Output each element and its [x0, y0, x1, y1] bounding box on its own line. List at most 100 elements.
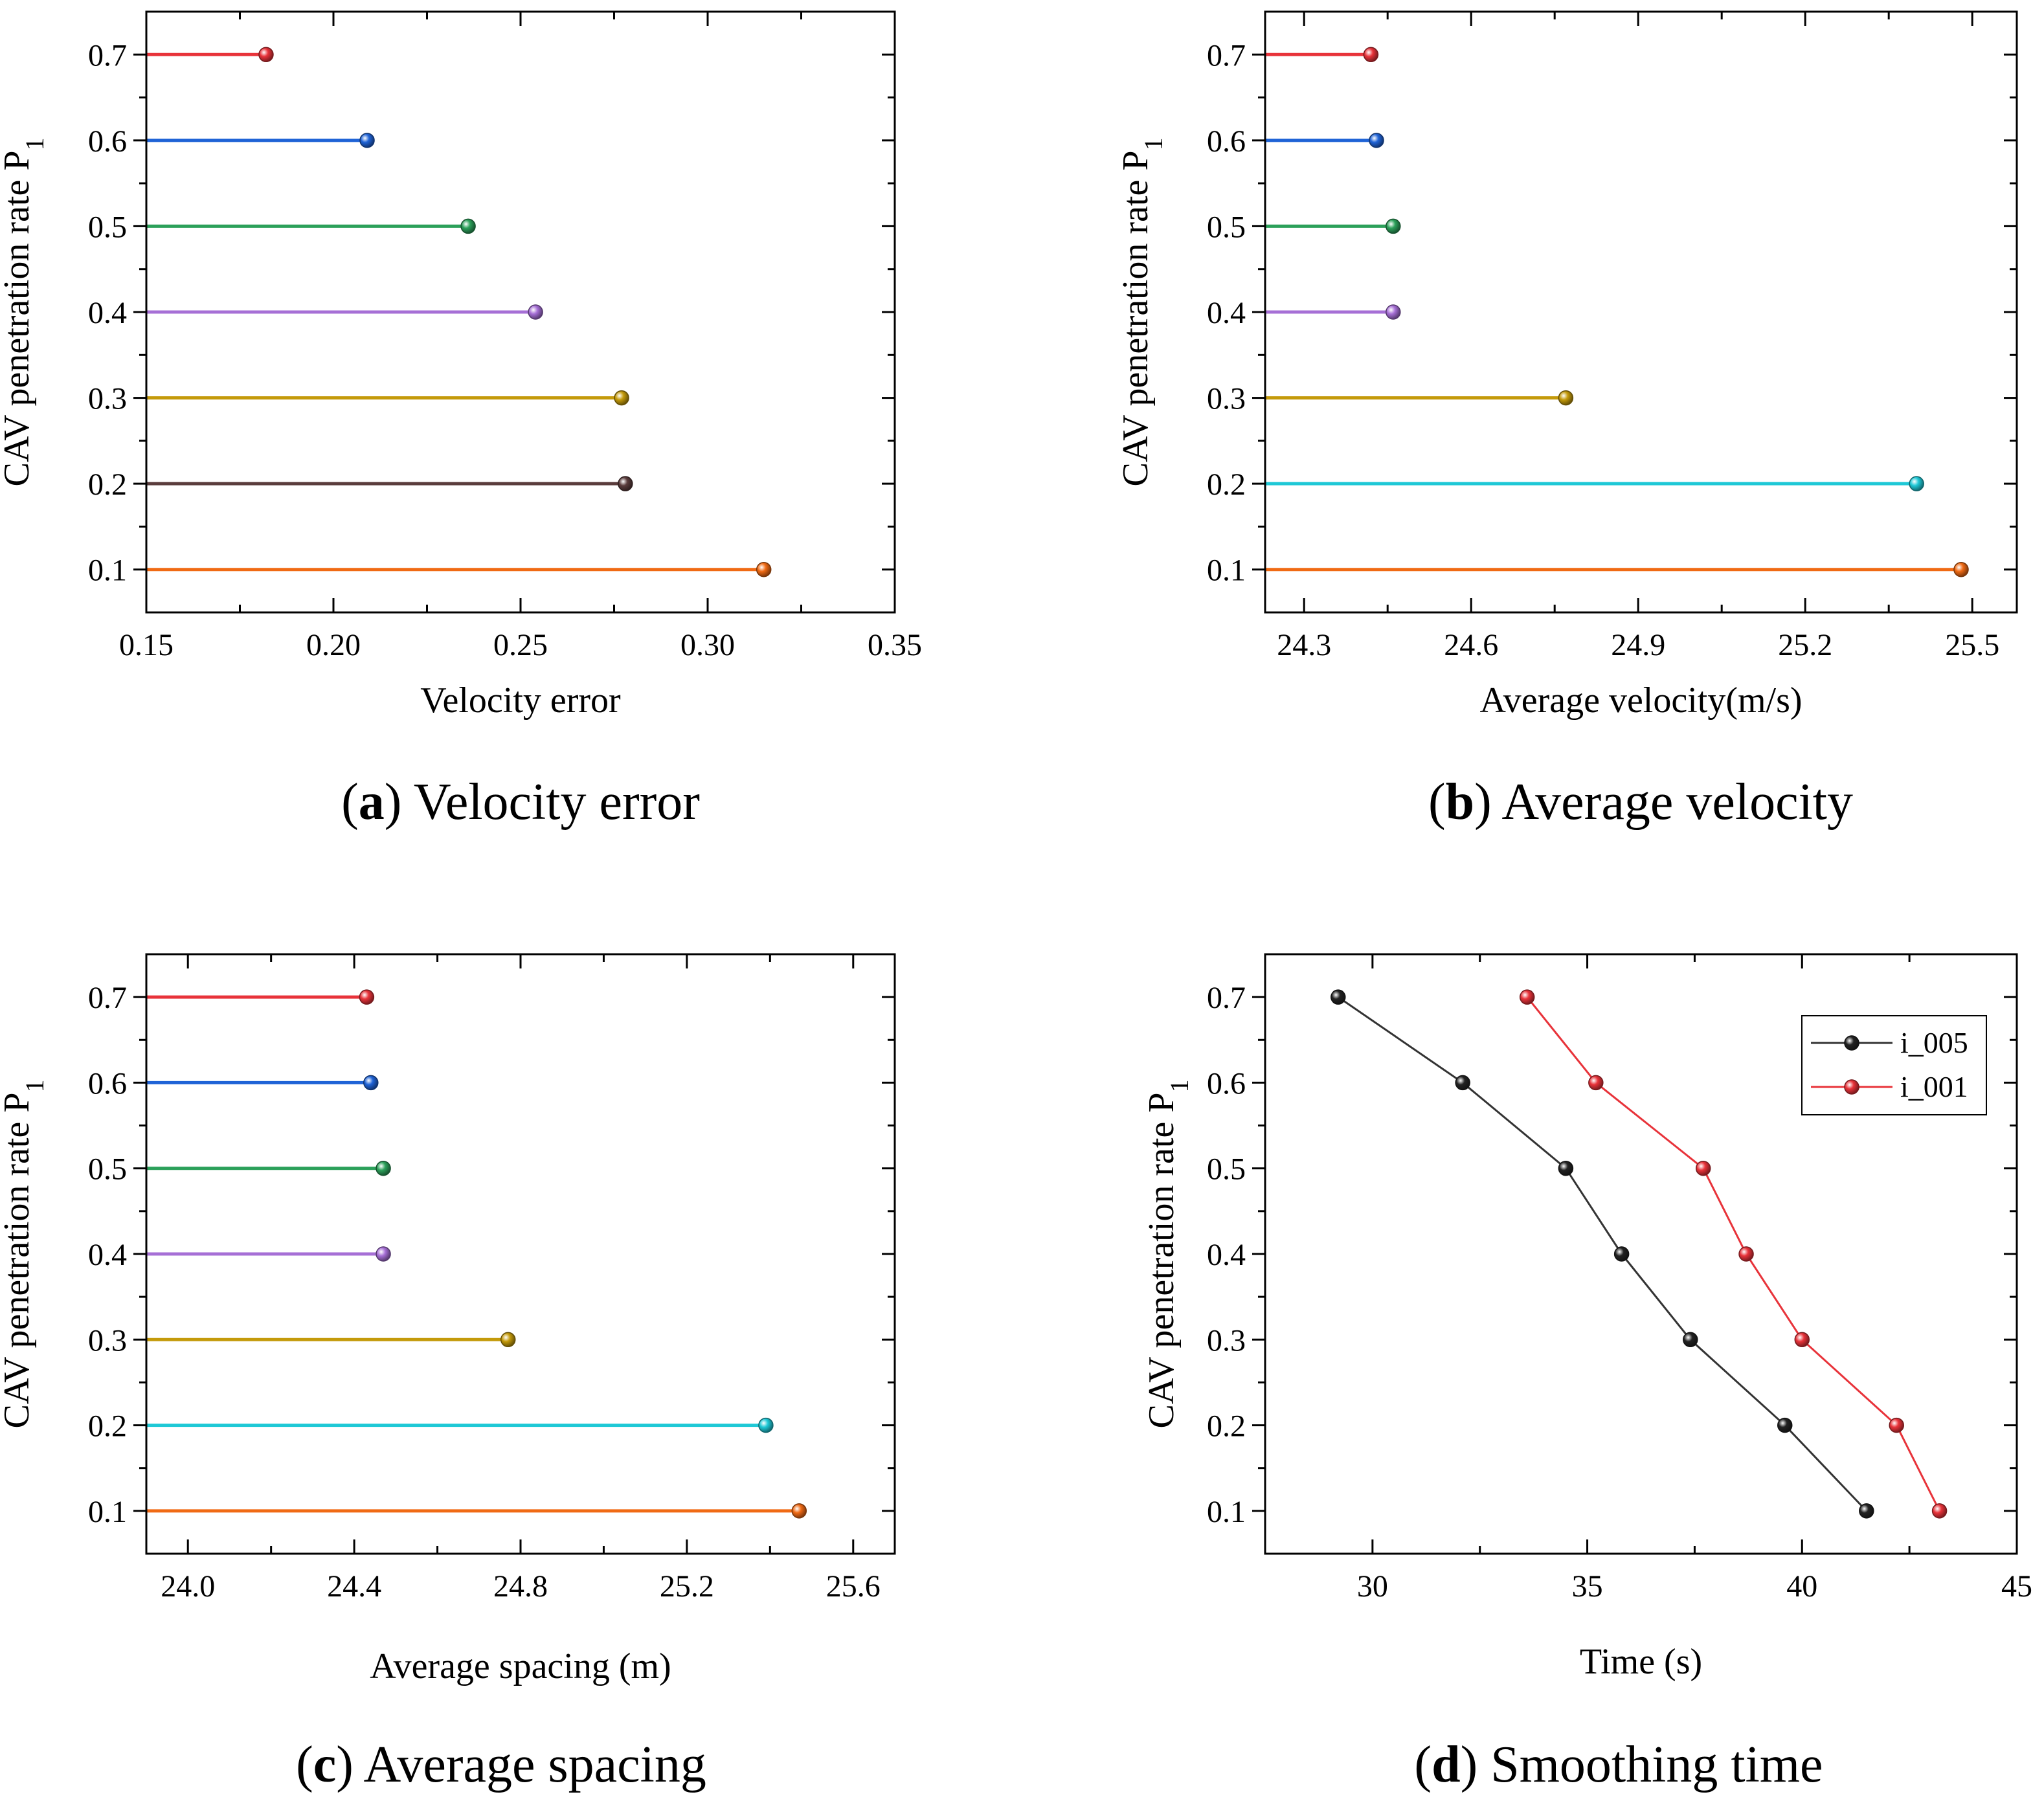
y-tick-label: 0.2 — [88, 1409, 127, 1444]
x-tick-label: 24.3 — [1277, 628, 1331, 662]
legend-label: i_001 — [1900, 1070, 1968, 1103]
panel-caption: (a) Velocity error — [341, 774, 700, 831]
caption-letter: c — [313, 1736, 337, 1793]
lollipop-marker — [614, 390, 629, 406]
y-tick-label: 0.5 — [1207, 1152, 1246, 1187]
y-tick-label: 0.1 — [1207, 554, 1246, 588]
series-point-i_005 — [1331, 989, 1346, 1005]
series-point-i_001 — [1695, 1160, 1711, 1176]
y-axis-label-text: CAV penetration rate P — [0, 1093, 37, 1429]
series-point-i_005 — [1455, 1075, 1470, 1091]
legend-marker — [1844, 1079, 1859, 1095]
legend-label: i_005 — [1900, 1026, 1968, 1059]
x-tick-label: 24.8 — [493, 1569, 548, 1604]
y-tick-label: 0.4 — [1207, 296, 1246, 330]
lollipop-marker — [758, 1417, 774, 1433]
lollipop-marker — [1558, 390, 1574, 406]
lollipop-marker — [376, 1246, 391, 1262]
x-tick-label: 30 — [1357, 1569, 1388, 1604]
y-tick-label: 0.1 — [1207, 1495, 1246, 1529]
y-tick-label: 0.4 — [88, 296, 127, 330]
y-tick-label: 0.6 — [88, 124, 127, 159]
panel-a: 0.15 0.20 0.25 0.30 0.35 0.1 0.2 0.3 0.4 0.5 0.6 0.… — [0, 10, 922, 831]
y-tick-label: 0.3 — [1207, 382, 1246, 416]
x-tick-label: 40 — [1786, 1569, 1817, 1604]
lollipop-marker — [376, 1160, 391, 1176]
panel-d: 30 35 40 45 0.1 0.2 0.3 0.4 0.5 0.6 0.7 Time (s) CAV… — [1141, 953, 2032, 1793]
y-axis-label-text: CAV penetration rate P — [1141, 1093, 1182, 1429]
caption-paren-close: ) — [1474, 774, 1501, 831]
x-tick-label: 25.2 — [1778, 628, 1832, 662]
caption-letter: d — [1432, 1736, 1461, 1793]
y-tick-label: 0.7 — [1207, 38, 1246, 73]
caption-paren-close: ) — [336, 1736, 363, 1793]
panel-caption: (b) Average velocity — [1428, 774, 1853, 831]
y-tick-label: 0.6 — [1207, 124, 1246, 159]
x-axis-label: Time (s) — [1580, 1642, 1702, 1682]
caption-paren-open: ( — [296, 1736, 313, 1793]
y-axis-label: CAV penetration rate P1 — [0, 138, 49, 487]
legend: i_005 i_001 — [1801, 1015, 1987, 1115]
series-point-i_005 — [1558, 1160, 1574, 1176]
lollipop-marker — [528, 304, 543, 320]
x-tick-label: 35 — [1572, 1569, 1603, 1604]
y-tick-label: 0.2 — [1207, 467, 1246, 502]
y-axis-label-subscript: 1 — [1139, 138, 1168, 151]
legend-box — [1801, 1015, 1987, 1115]
lollipop-marker — [258, 47, 274, 63]
caption-letter: a — [359, 774, 385, 831]
x-tick-label: 24.0 — [161, 1569, 215, 1604]
caption-title: Average spacing — [364, 1736, 706, 1793]
lollipop-marker — [460, 218, 476, 234]
caption-paren-open: ( — [1414, 1736, 1432, 1793]
caption-letter: b — [1446, 774, 1475, 831]
caption-paren-open: ( — [341, 774, 359, 831]
y-tick-label: 0.5 — [88, 1152, 127, 1187]
legend-marker — [1844, 1035, 1859, 1051]
series-line-i_005 — [1337, 996, 1867, 1512]
x-tick-label: 0.15 — [119, 628, 174, 662]
lollipop-marker — [618, 476, 633, 491]
lollipop-marker — [1386, 304, 1401, 320]
caption-paren-close: ) — [1461, 1736, 1491, 1793]
y-tick-label: 0.3 — [88, 382, 127, 416]
lollipop-marker — [363, 1075, 379, 1091]
series-point-i_005 — [1777, 1417, 1793, 1433]
series-point-i_005 — [1683, 1332, 1698, 1348]
x-tick-label: 25.6 — [826, 1569, 881, 1604]
lollipop-marker — [756, 561, 772, 577]
x-tick-label: 0.30 — [680, 628, 735, 662]
lollipop-marker — [1953, 561, 1969, 577]
x-tick-label: 25.5 — [1945, 628, 1999, 662]
y-tick-label: 0.4 — [1207, 1238, 1246, 1272]
y-tick-label: 0.1 — [88, 554, 127, 588]
lollipop-marker — [1386, 218, 1401, 234]
lollipop-marker — [1369, 133, 1384, 148]
y-tick-label: 0.5 — [1207, 210, 1246, 244]
y-axis-label: CAV penetration rate P1 — [1116, 138, 1168, 487]
y-axis-label-text: CAV penetration rate P — [0, 151, 37, 487]
y-axis-label: CAV penetration rate P1 — [1141, 1080, 1194, 1429]
lollipop-marker — [791, 1503, 807, 1519]
y-tick-label: 0.2 — [1207, 1409, 1246, 1444]
caption-title: Average velocity — [1501, 774, 1853, 831]
lollipop-marker — [1363, 47, 1379, 63]
y-tick-label: 0.7 — [88, 38, 127, 73]
x-tick-label: 0.25 — [493, 628, 548, 662]
x-tick-label: 24.6 — [1444, 628, 1498, 662]
y-tick-label: 0.5 — [88, 210, 127, 244]
caption-paren-close: ) — [385, 774, 414, 831]
y-tick-label: 0.1 — [88, 1495, 127, 1529]
lollipop-marker — [359, 989, 375, 1005]
y-tick-label: 0.6 — [1207, 1066, 1246, 1101]
y-tick-label: 0.7 — [1207, 981, 1246, 1015]
series-point-i_001 — [1588, 1075, 1604, 1091]
panel-c: 24.0 24.4 24.8 25.2 25.6 0.1 0.2 0.3 0.4 0.5 0.6 0.… — [0, 953, 896, 1793]
y-axis-label-subscript: 1 — [20, 1080, 49, 1093]
series-point-i_001 — [1519, 989, 1535, 1005]
x-tick-label: 24.9 — [1611, 628, 1665, 662]
y-axis-label-text: CAV penetration rate P — [1116, 151, 1156, 487]
panel-caption: (d) Smoothing time — [1414, 1736, 1823, 1793]
y-tick-label: 0.7 — [88, 981, 127, 1015]
